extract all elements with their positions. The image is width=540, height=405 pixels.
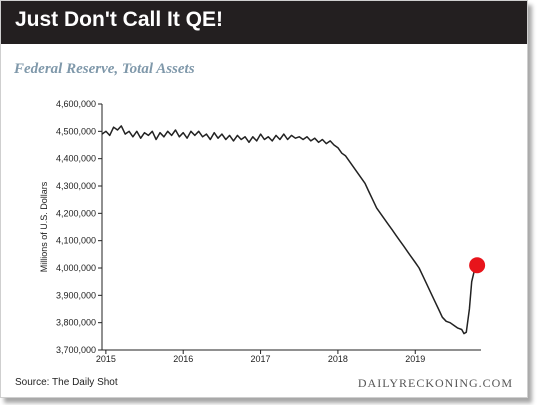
x-tick-label: 2018 (328, 354, 348, 364)
y-tick-label: 4,100,000 (56, 236, 96, 246)
series-line-total-assets (101, 125, 478, 335)
source-note: Source: The Daily Shot (15, 377, 118, 388)
y-axis-ticks: 3,700,000 3,800,000 3,900,000 4,000,000 4,10… (56, 99, 102, 355)
y-axis-label: Millions of U.S. Dollars (39, 181, 49, 272)
y-tick-label: 4,200,000 (56, 208, 96, 218)
x-axis-ticks: 2015 2016 2017 2018 2019 (96, 350, 425, 364)
highlight-point (469, 257, 486, 274)
x-tick-label: 2017 (251, 354, 271, 364)
y-tick-label: 3,700,000 (56, 345, 96, 355)
y-tick-label: 3,800,000 (56, 318, 96, 328)
chart-axes (101, 104, 481, 351)
x-tick-label: 2019 (405, 354, 425, 364)
y-tick-label: 4,600,000 (56, 99, 96, 109)
chart-title: Federal Reserve, Total Assets (14, 61, 195, 77)
chart-card: Just Don't Call It QE! Federal Reserve, … (0, 0, 528, 398)
x-tick-label: 2016 (173, 354, 193, 364)
line-chart: 3,700,000 3,800,000 3,900,000 4,000,000 4,10… (39, 99, 486, 364)
y-tick-label: 3,900,000 (56, 290, 96, 300)
y-tick-label: 4,000,000 (56, 263, 96, 273)
x-tick-label: 2015 (96, 354, 116, 364)
title-banner: Just Don't Call It QE! (1, 1, 527, 44)
y-tick-label: 4,400,000 (56, 154, 96, 164)
banner-title: Just Don't Call It QE! (15, 8, 224, 31)
y-tick-label: 4,500,000 (56, 126, 96, 136)
brand-logo: DAILYRECKONING.COM (357, 376, 513, 390)
y-tick-label: 4,300,000 (56, 181, 96, 191)
